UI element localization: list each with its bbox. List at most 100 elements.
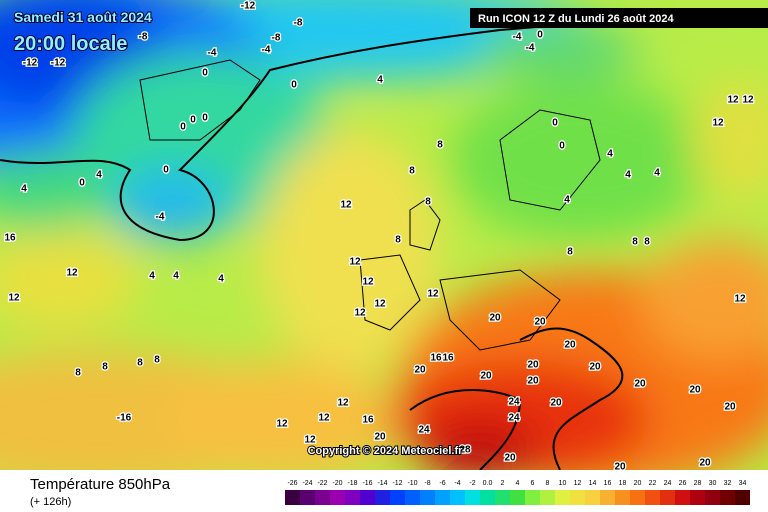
scale-label: 22 [649, 480, 657, 487]
scale-swatch [285, 490, 300, 505]
contour-label: 0 [202, 113, 208, 124]
scale-label: -12 [392, 480, 402, 487]
scale-label: 12 [574, 480, 582, 487]
scale-swatch [645, 490, 660, 505]
contour-label: 20 [724, 402, 736, 413]
contour-label: 0 [79, 178, 85, 189]
contour-label: 12 [427, 289, 439, 300]
scale-swatch [675, 490, 690, 505]
coastlines [139, 59, 601, 351]
scale-label: -6 [439, 480, 445, 487]
scale-label: -20 [332, 480, 342, 487]
scale-label: -2 [469, 480, 475, 487]
contour-label: 4 [173, 271, 179, 282]
contour-label: 24 [508, 397, 520, 408]
contour-label: 4 [654, 168, 660, 179]
contour-label: 12 [276, 419, 288, 430]
time: 20:00 locale [14, 33, 127, 55]
contour-label: 20 [534, 317, 546, 328]
scale-label: 6 [531, 480, 535, 487]
contour-label: -12 [23, 58, 38, 69]
scale-swatch [405, 490, 420, 505]
scale-label: 10 [559, 480, 567, 487]
contour-label: 16 [430, 353, 442, 364]
scale-swatch [360, 490, 375, 505]
contour-label: 0 [190, 115, 196, 126]
scale-label: -4 [454, 480, 460, 487]
contour-label: -4 [156, 212, 165, 223]
scale-label: 14 [589, 480, 597, 487]
scale-swatch [735, 490, 750, 505]
date: Samedi 31 août 2024 [14, 9, 152, 25]
contour-label: 12 [318, 413, 330, 424]
contour-label: -8 [139, 32, 148, 43]
contour-label: -16 [117, 413, 132, 424]
contour-label: 12 [304, 435, 316, 446]
contour-label: 8 [75, 368, 81, 379]
contour-label: 20 [550, 398, 562, 409]
contour-label: 20 [614, 462, 626, 473]
contour-label: -8 [294, 18, 303, 29]
scale-swatch [300, 490, 315, 505]
scale-label: -18 [347, 480, 357, 487]
footer-title: Température 850hPa [30, 476, 171, 493]
scale-swatch [330, 490, 345, 505]
contour-label: -8 [272, 33, 281, 44]
scale-swatch [495, 490, 510, 505]
scale-label: -26 [287, 480, 297, 487]
scale-swatch [420, 490, 435, 505]
contour-label: 12 [349, 257, 361, 268]
scale-label: 32 [724, 480, 732, 487]
run: Run ICON 12 Z du Lundi 26 août 2024 [478, 13, 674, 25]
scale-label: 0.0 [483, 480, 493, 487]
contour-label: 20 [699, 458, 711, 469]
scale-swatch [630, 490, 645, 505]
contour-label: 4 [607, 149, 613, 160]
scale-swatch [390, 490, 405, 505]
contour-label: 8 [644, 237, 650, 248]
contour-label: 8 [425, 197, 431, 208]
contour-label: 20 [480, 371, 492, 382]
contour-label: 20 [527, 360, 539, 371]
contour-label: 20 [489, 313, 501, 324]
scale-swatch [375, 490, 390, 505]
scale-swatch [345, 490, 360, 505]
contour-label: 0 [202, 68, 208, 79]
color-scale: -26 -24 -22 -20 -18 -16 -14 -12 -10 -8 -6 -4 -2 0.0 2 4… [285, 480, 750, 505]
scale-swatch [720, 490, 735, 505]
scale-swatch [600, 490, 615, 505]
copyright: Copyright © 2024 Meteociel.fr [308, 445, 464, 457]
scale-label: 30 [709, 480, 717, 487]
scale-swatch [570, 490, 585, 505]
contour-label: 12 [8, 293, 20, 304]
contour-label: 20 [634, 379, 646, 390]
scale-swatch [705, 490, 720, 505]
scale-swatch [585, 490, 600, 505]
scale-swatch [615, 490, 630, 505]
contour-label: 0 [559, 141, 565, 152]
contour-label: 16 [362, 415, 374, 426]
contour-label: 0 [552, 118, 558, 129]
contour-label: 20 [374, 432, 386, 443]
contour-label: 20 [414, 365, 426, 376]
contour-zero [0, 24, 561, 242]
contour-label: 4 [625, 170, 631, 181]
contour-label: 16 [442, 353, 454, 364]
run-box [470, 8, 768, 28]
contour-twenty [409, 327, 624, 470]
contour-label: -12 [51, 58, 66, 69]
contour-label: 8 [567, 247, 573, 258]
contour-label: 20 [564, 340, 576, 351]
scale-swatch [525, 490, 540, 505]
contour-label: 12 [354, 308, 366, 319]
contour-label: 12 [727, 95, 739, 106]
scale-swatch [450, 490, 465, 505]
contour-label: 4 [21, 184, 27, 195]
contour-label: 4 [377, 75, 383, 86]
contour-label: 8 [154, 355, 160, 366]
scale-swatch [540, 490, 555, 505]
scale-label: 18 [619, 480, 627, 487]
scale-swatch [660, 490, 675, 505]
